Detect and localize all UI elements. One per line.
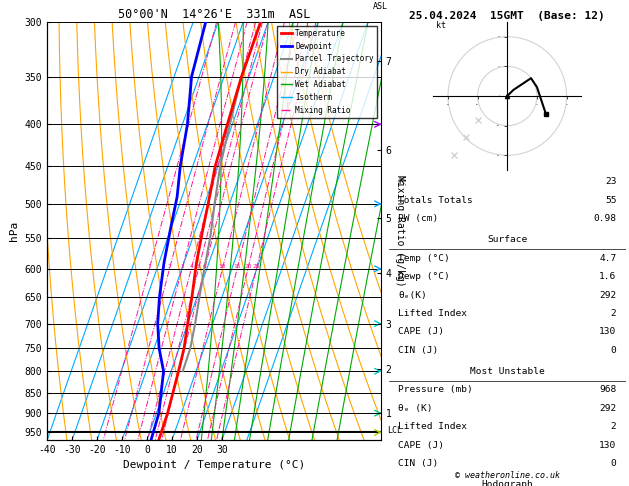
Text: 4.7: 4.7	[599, 254, 616, 262]
Y-axis label: Mixing Ratio (g/kg): Mixing Ratio (g/kg)	[395, 175, 405, 287]
Text: Dewp (°C): Dewp (°C)	[398, 272, 450, 281]
Text: 55: 55	[605, 196, 616, 205]
Text: PW (cm): PW (cm)	[398, 214, 438, 223]
Legend: Temperature, Dewpoint, Parcel Trajectory, Dry Adiabat, Wet Adiabat, Isotherm, Mi: Temperature, Dewpoint, Parcel Trajectory…	[277, 26, 377, 118]
Text: θₑ(K): θₑ(K)	[398, 291, 427, 299]
Text: 5: 5	[197, 264, 201, 269]
Text: 130: 130	[599, 328, 616, 336]
Text: km
ASL: km ASL	[373, 0, 388, 12]
Text: Surface: Surface	[487, 235, 527, 244]
Text: 2: 2	[611, 309, 616, 318]
Text: 25: 25	[253, 264, 260, 269]
Text: © weatheronline.co.uk: © weatheronline.co.uk	[455, 471, 560, 480]
Text: CIN (J): CIN (J)	[398, 346, 438, 355]
Text: CAPE (J): CAPE (J)	[398, 441, 444, 450]
Text: 2: 2	[168, 264, 171, 269]
Text: 2: 2	[611, 422, 616, 431]
Text: CIN (J): CIN (J)	[398, 459, 438, 468]
Text: 292: 292	[599, 291, 616, 299]
Text: Lifted Index: Lifted Index	[398, 422, 467, 431]
Text: Totals Totals: Totals Totals	[398, 196, 473, 205]
Text: LCL: LCL	[387, 426, 403, 435]
Text: 292: 292	[599, 404, 616, 413]
Text: 130: 130	[599, 441, 616, 450]
Text: 3: 3	[180, 264, 184, 269]
Text: 6: 6	[203, 264, 206, 269]
Text: 20: 20	[244, 264, 252, 269]
Text: K: K	[398, 177, 404, 186]
Text: 25.04.2024  15GMT  (Base: 12): 25.04.2024 15GMT (Base: 12)	[409, 11, 605, 21]
Text: Most Unstable: Most Unstable	[470, 367, 545, 376]
Text: 23: 23	[605, 177, 616, 186]
Y-axis label: hPa: hPa	[9, 221, 19, 241]
Text: 0.98: 0.98	[593, 214, 616, 223]
Text: 1.6: 1.6	[599, 272, 616, 281]
Text: θₑ (K): θₑ (K)	[398, 404, 433, 413]
Text: Hodograph: Hodograph	[481, 480, 533, 486]
Text: 0: 0	[611, 459, 616, 468]
Text: Pressure (mb): Pressure (mb)	[398, 385, 473, 394]
X-axis label: Dewpoint / Temperature (°C): Dewpoint / Temperature (°C)	[123, 460, 305, 470]
Text: 968: 968	[599, 385, 616, 394]
Text: 0: 0	[611, 346, 616, 355]
Text: 4: 4	[189, 264, 193, 269]
Text: Temp (°C): Temp (°C)	[398, 254, 450, 262]
Text: 10: 10	[219, 264, 226, 269]
Text: kt: kt	[436, 21, 446, 30]
Text: 15: 15	[233, 264, 241, 269]
Text: Lifted Index: Lifted Index	[398, 309, 467, 318]
Title: 50°00'N  14°26'E  331m  ASL: 50°00'N 14°26'E 331m ASL	[118, 8, 310, 21]
Text: 1: 1	[147, 264, 151, 269]
Text: CAPE (J): CAPE (J)	[398, 328, 444, 336]
